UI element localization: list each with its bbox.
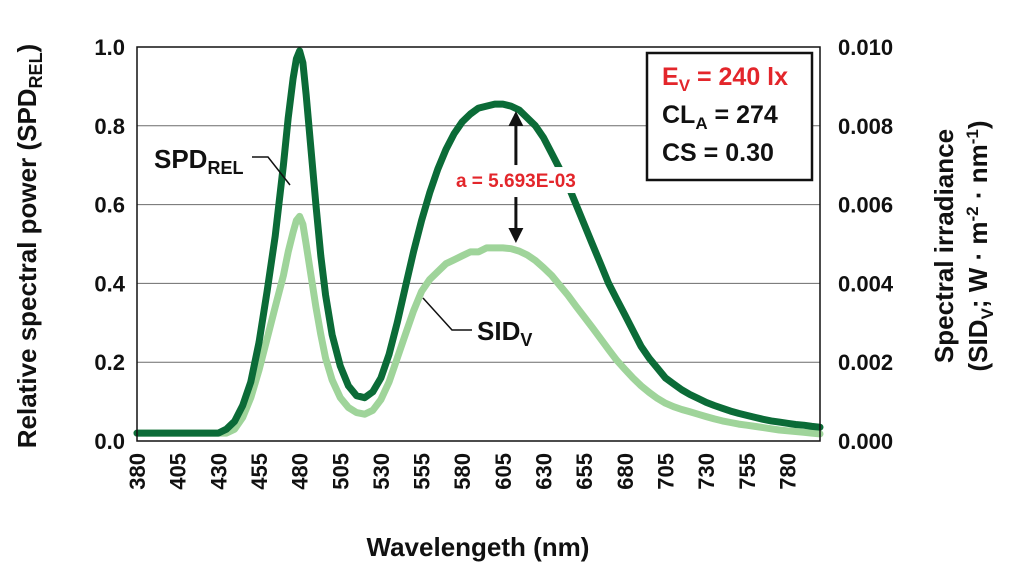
x-tick-label: 755 (735, 453, 760, 490)
annotation-label: a = 5.693E-03 (456, 171, 576, 192)
y-axis-title: Relative spectral power (SPDREL) (12, 44, 46, 448)
y-tick-label: 0.4 (94, 271, 125, 296)
x-tick-label: 405 (166, 453, 191, 490)
y2-axis-title-line2: (SIDV; W · m-2 · nm-1) (963, 120, 997, 371)
x-tick-label: 530 (369, 453, 394, 490)
y-tick-label: 0.2 (94, 350, 125, 375)
x-tick-label: 380 (125, 453, 150, 490)
series-line-spd (133, 47, 824, 437)
x-tick-label: 730 (694, 453, 719, 490)
y2-tick-label: 0.006 (838, 193, 893, 218)
x-tick-label: 455 (247, 453, 272, 490)
series-line-sid (133, 212, 824, 438)
x-axis-title: Wavelengeth (nm) (367, 532, 590, 562)
cla-value: CLA = 274 (662, 101, 778, 133)
x-tick-label: 430 (206, 453, 231, 490)
y-tick-label: 0.0 (94, 429, 125, 454)
x-tick-label: 630 (532, 453, 557, 490)
data-series (133, 47, 824, 438)
y2-tick-label: 0.002 (838, 350, 893, 375)
x-axis-ticks: 380 405 430 455 480 505 530 555 580 605 630 655 680 7… (125, 453, 800, 490)
y2-axis-title-line1: Spectral irradiance (929, 129, 959, 363)
metrics-box: EV = 240 lx CLA = 274 CS = 0.30 (645, 51, 814, 182)
sid-label-main: SID (477, 316, 520, 346)
x-tick-label: 580 (450, 453, 475, 490)
y2-tick-label: 0.008 (838, 114, 893, 139)
y2-tick-label: 0.000 (838, 429, 893, 454)
y-axis-ticks: 0.0 0.2 0.4 0.6 0.8 1.0 (94, 35, 125, 454)
x-tick-label: 555 (410, 453, 435, 490)
x-tick-label: 705 (654, 453, 679, 490)
x-tick-label: 655 (572, 453, 597, 490)
sid-label-sub: V (520, 330, 532, 350)
annotation-background (445, 167, 586, 194)
y2-axis-ticks: 0.000 0.002 0.004 0.006 0.008 0.010 (838, 35, 894, 454)
sid-series-label: SIDV (422, 297, 532, 350)
svg-text:SPDREL: SPDREL (154, 144, 243, 178)
x-tick-label: 480 (288, 453, 313, 490)
y2-tick-label: 0.004 (838, 271, 894, 296)
spd-label-main: SPD (154, 144, 207, 174)
spd-label-sub: REL (207, 158, 243, 178)
cs-value: CS = 0.30 (662, 139, 774, 167)
ev-value: EV = 240 lx (662, 63, 788, 95)
svg-text:SIDV: SIDV (477, 316, 532, 350)
y-tick-label: 0.8 (94, 114, 125, 139)
difference-annotation: a = 5.693E-03 (445, 111, 586, 243)
plot-area-frame (136, 46, 821, 442)
spd-series-label: SPDREL (154, 144, 291, 186)
y2-tick-label: 0.010 (838, 35, 893, 60)
x-tick-label: 505 (328, 453, 353, 490)
y-tick-label: 1.0 (94, 35, 125, 60)
x-tick-label: 680 (613, 453, 638, 490)
x-tick-label: 605 (491, 453, 516, 490)
y-tick-label: 0.6 (94, 193, 125, 218)
x-tick-label: 780 (775, 453, 800, 490)
